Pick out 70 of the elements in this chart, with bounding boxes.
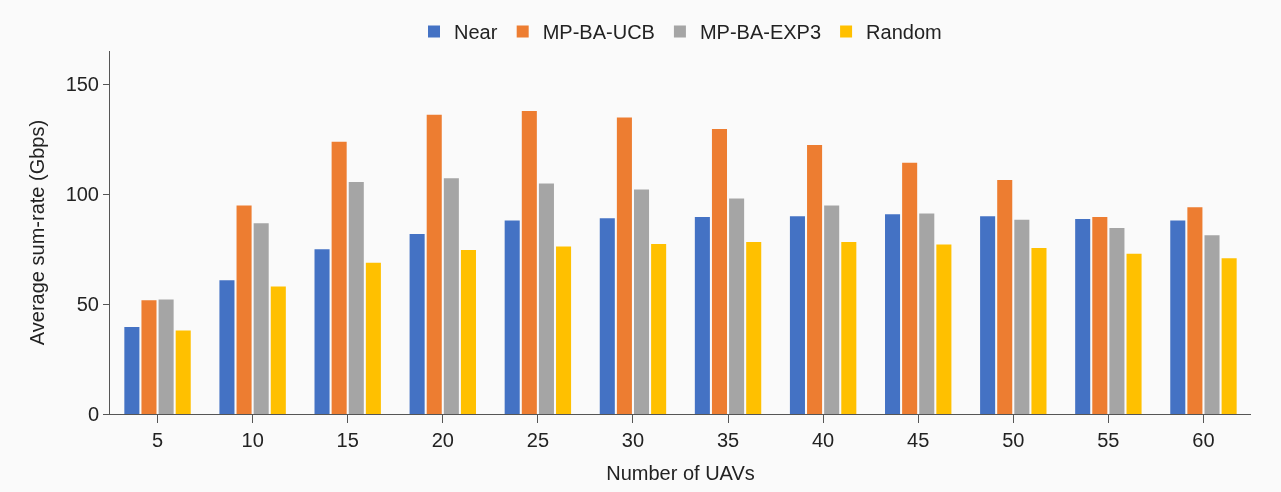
bar (841, 241, 857, 414)
bar (789, 216, 805, 414)
bar (409, 234, 425, 414)
y-tick-label: 150 (65, 73, 99, 95)
bar (175, 330, 191, 414)
bar (694, 217, 710, 414)
bar (1170, 220, 1186, 414)
x-axis-title: Number of UAVs (606, 461, 755, 484)
legend-label: Near (454, 21, 498, 44)
legend-label: Random (866, 21, 942, 44)
bar (314, 249, 330, 414)
bar (1014, 219, 1030, 414)
bar (633, 189, 650, 414)
bar (521, 111, 537, 414)
bar (219, 280, 235, 414)
bar (253, 223, 269, 414)
bar (711, 129, 728, 414)
x-tick-label: 35 (716, 429, 740, 451)
bar (746, 241, 762, 414)
bar (426, 114, 442, 414)
bar (124, 327, 140, 414)
bar (1031, 248, 1047, 414)
y-tick-label: 100 (65, 183, 99, 205)
bar (1187, 207, 1203, 414)
bar (824, 205, 840, 414)
bar (1126, 253, 1142, 414)
y-axis-title: Average sum-rate (Gbps) (26, 119, 49, 346)
bar (556, 246, 572, 414)
bar (1109, 227, 1125, 414)
bar (331, 141, 347, 414)
x-tick-label: 50 (1002, 429, 1025, 451)
bar (365, 262, 381, 414)
bar (236, 205, 252, 414)
bar (1075, 219, 1091, 414)
bar (729, 198, 745, 414)
legend-label: MP-BA-UCB (542, 21, 655, 44)
bar (443, 178, 459, 414)
bar (141, 300, 157, 414)
bar (919, 213, 935, 414)
x-tick-label: 10 (241, 429, 264, 451)
bar (997, 179, 1013, 414)
bar (1092, 217, 1108, 414)
x-tick-label: 20 (431, 429, 454, 451)
bar (902, 162, 918, 414)
bar (270, 286, 286, 414)
x-tick-label: 15 (336, 429, 359, 451)
bar (980, 216, 996, 414)
x-tick-label: 60 (1192, 429, 1215, 451)
bar (616, 117, 632, 414)
bar (807, 144, 823, 414)
x-tick-label: 25 (526, 429, 550, 451)
bar (158, 299, 174, 414)
x-tick-label: 45 (907, 429, 930, 451)
bar (936, 244, 952, 414)
bar (504, 220, 520, 414)
bar (651, 243, 667, 414)
x-tick-label: 30 (621, 429, 645, 451)
bar (1221, 258, 1237, 414)
y-tick-label: 50 (76, 293, 99, 315)
x-tick-label: 55 (1097, 429, 1120, 451)
bar (885, 214, 901, 414)
bar (599, 218, 615, 414)
bar (538, 183, 554, 414)
legend-label: MP-BA-EXP3 (699, 21, 822, 44)
x-tick-label: 5 (151, 429, 164, 451)
y-tick-label: 0 (87, 403, 99, 425)
x-tick-label: 40 (811, 429, 835, 451)
bar (1204, 235, 1220, 414)
bar (348, 181, 364, 414)
bar (460, 250, 476, 414)
